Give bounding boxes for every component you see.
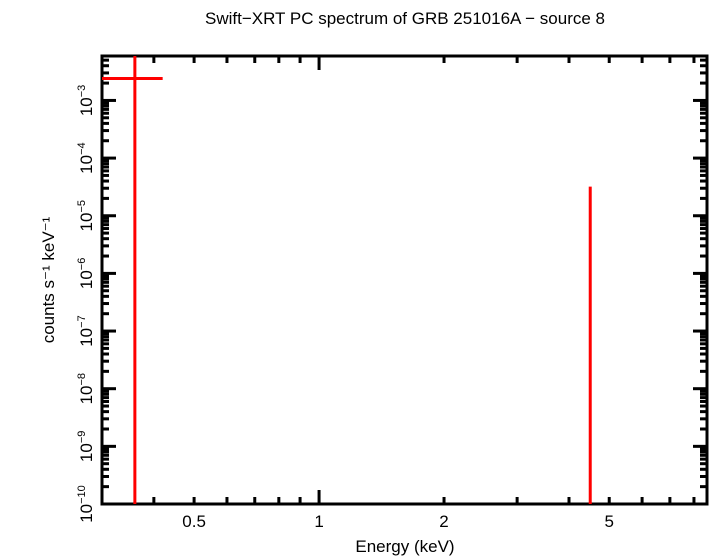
data-points	[102, 56, 592, 504]
y-tick-label: 10−8	[76, 373, 96, 404]
y-tick-label: 10−5	[76, 200, 96, 231]
x-tick-label: 0.5	[182, 512, 206, 531]
y-tick-labels: 10−10 10−9 10−8 10−7 10−6 10−5 10−4 10−3	[76, 85, 96, 523]
x-tick-labels: 0.5 1 2 5	[182, 512, 614, 531]
y-tick-label: 10−9	[76, 431, 96, 462]
y-tick-label: 10−6	[76, 258, 96, 289]
y-tick-label: 10−3	[76, 85, 96, 116]
plot-frame	[100, 54, 709, 506]
y-tick-label: 10−10	[76, 485, 96, 523]
x-tick-label: 5	[604, 512, 613, 531]
x-tick-label: 2	[439, 512, 448, 531]
axis-ticks	[100, 56, 707, 506]
y-tick-label: 10−7	[76, 315, 96, 346]
y-tick-label: 10−4	[76, 142, 96, 173]
x-tick-label: 1	[314, 512, 323, 531]
y-axis-label: counts s⁻¹ keV⁻¹	[39, 216, 58, 343]
x-axis-label: Energy (keV)	[355, 537, 454, 556]
chart-title: Swift−XRT PC spectrum of GRB 251016A − s…	[205, 9, 605, 28]
